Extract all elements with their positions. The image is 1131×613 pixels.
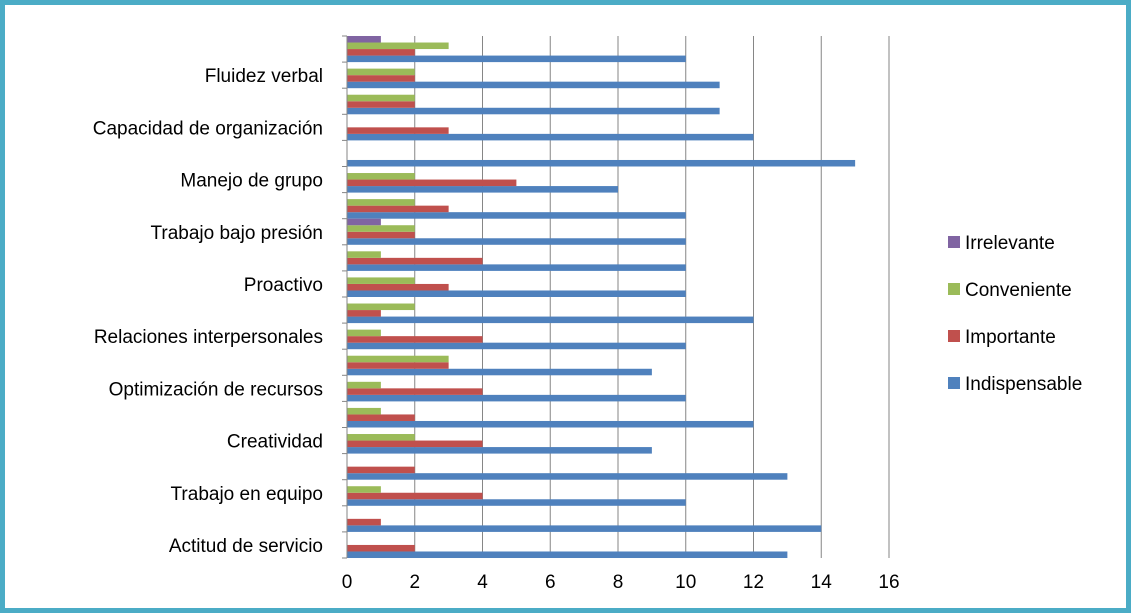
legend-label: Indispensable xyxy=(965,374,1082,395)
bar-indispensable-19 xyxy=(347,55,686,63)
category-label: Capacidad de organización xyxy=(93,118,323,139)
legend-swatch xyxy=(948,283,960,295)
legend-label: Conveniente xyxy=(965,280,1072,301)
bar-importante-5 xyxy=(347,414,415,421)
legend: Irrelevante Conveniente Importante Indispen… xyxy=(948,233,1082,395)
x-tick-label: 0 xyxy=(342,572,353,593)
x-tick-label: 8 xyxy=(613,572,624,593)
bar-conveniente-10 xyxy=(347,277,415,284)
bar-indispensable-9 xyxy=(347,316,754,324)
bar-importante-11 xyxy=(347,257,483,265)
legend-swatch xyxy=(948,330,960,342)
bar-conveniente-18 xyxy=(347,68,415,76)
bar-importante-8 xyxy=(347,336,483,343)
bar-importante-3 xyxy=(347,466,415,474)
x-tick-label: 16 xyxy=(878,572,899,593)
bar-importante-13 xyxy=(347,205,449,213)
bar-indispensable-12 xyxy=(347,238,686,245)
value-axis-ticks: 0 2 4 6 8 10 12 14 16 xyxy=(342,572,900,593)
bar-indispensable-5 xyxy=(347,420,754,428)
bars xyxy=(347,36,856,559)
legend-swatch xyxy=(948,377,960,389)
bar-indispensable-17 xyxy=(347,107,720,115)
bar-conveniente-4 xyxy=(347,434,415,441)
bar-importante-0 xyxy=(347,544,415,552)
category-label: Creatividad xyxy=(227,432,323,453)
bar-irrelevante-19 xyxy=(347,36,381,43)
category-label: Relaciones interpersonales xyxy=(94,327,323,348)
bar-indispensable-13 xyxy=(347,212,686,219)
bar-conveniente-13 xyxy=(347,199,415,206)
bar-importante-19 xyxy=(347,49,415,56)
bar-indispensable-8 xyxy=(347,342,686,350)
bar-indispensable-4 xyxy=(347,447,652,454)
category-axis xyxy=(342,35,348,559)
bar-conveniente-5 xyxy=(347,407,381,415)
bar-indispensable-7 xyxy=(347,368,652,376)
bar-indispensable-11 xyxy=(347,264,686,271)
bar-importante-7 xyxy=(347,362,449,369)
bar-conveniente-7 xyxy=(347,355,449,363)
x-tick-label: 12 xyxy=(743,572,764,593)
bar-indispensable-15 xyxy=(347,159,856,167)
legend-label: Importante xyxy=(965,327,1056,348)
bar-importante-9 xyxy=(347,310,381,317)
category-label: Actitud de servicio xyxy=(169,536,323,557)
bar-indispensable-16 xyxy=(347,133,754,141)
bar-indispensable-14 xyxy=(347,186,618,193)
bar-indispensable-3 xyxy=(347,473,788,480)
bar-importante-12 xyxy=(347,231,415,239)
bar-importante-6 xyxy=(347,388,483,395)
bar-importante-17 xyxy=(347,101,415,108)
x-tick-label: 2 xyxy=(409,572,420,593)
category-label: Optimización de recursos xyxy=(109,379,323,400)
bar-indispensable-6 xyxy=(347,394,686,402)
bar-irrelevante-12 xyxy=(347,218,381,226)
bar-importante-10 xyxy=(347,283,449,291)
bar-importante-18 xyxy=(347,75,415,82)
bar-importante-14 xyxy=(347,179,517,187)
bar-conveniente-19 xyxy=(347,42,449,50)
bar-importante-4 xyxy=(347,440,483,448)
bar-conveniente-2 xyxy=(347,486,381,493)
x-tick-label: 10 xyxy=(675,572,696,593)
bar-conveniente-14 xyxy=(347,173,415,180)
x-tick-label: 6 xyxy=(545,572,556,593)
category-label: Proactivo xyxy=(244,275,323,296)
x-tick-label: 14 xyxy=(811,572,833,593)
bar-conveniente-11 xyxy=(347,251,381,258)
bar-conveniente-12 xyxy=(347,225,415,232)
bar-conveniente-17 xyxy=(347,94,415,102)
bar-indispensable-0 xyxy=(347,551,788,559)
x-tick-label: 4 xyxy=(477,572,488,593)
bar-indispensable-1 xyxy=(347,525,822,532)
bar-conveniente-6 xyxy=(347,381,381,389)
bar-indispensable-2 xyxy=(347,499,686,506)
category-label: Manejo de grupo xyxy=(180,171,323,192)
category-label: Fluidez verbal xyxy=(205,66,323,87)
bar-importante-2 xyxy=(347,492,483,500)
bar-importante-1 xyxy=(347,518,381,526)
bar-importante-16 xyxy=(347,127,449,134)
legend-swatch xyxy=(948,236,960,248)
bar-conveniente-8 xyxy=(347,329,381,337)
legend-label: Irrelevante xyxy=(965,233,1055,254)
bar-conveniente-9 xyxy=(347,303,415,311)
category-label: Trabajo en equipo xyxy=(171,484,323,505)
bar-indispensable-10 xyxy=(347,290,686,297)
category-label: Trabajo bajo presión xyxy=(150,223,323,244)
category-labels: Actitud de servicio Trabajo en equipo Crea… xyxy=(93,66,323,557)
bar-indispensable-18 xyxy=(347,81,720,89)
